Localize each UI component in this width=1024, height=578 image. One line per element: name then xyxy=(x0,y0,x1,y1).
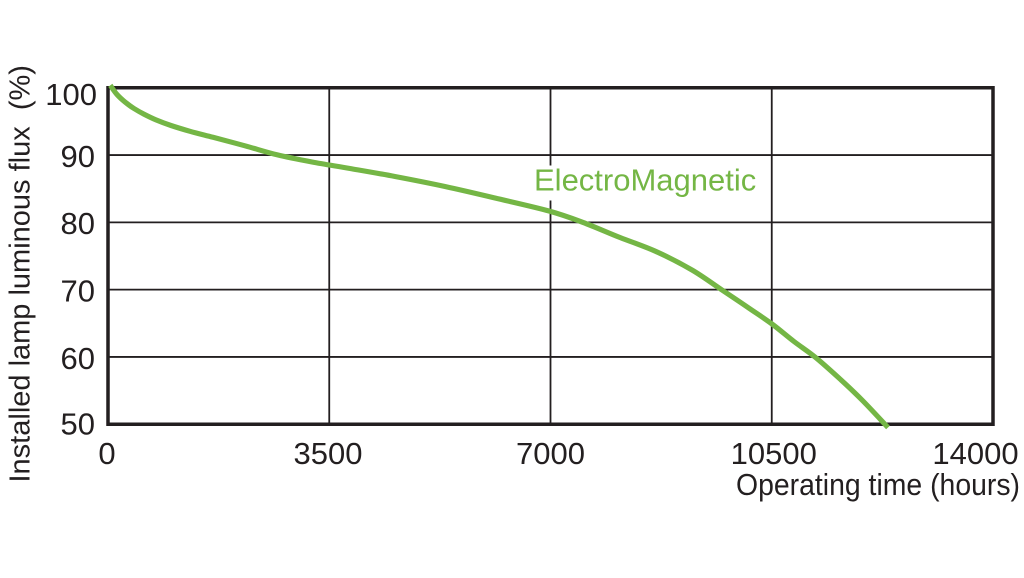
svg-text:14000: 14000 xyxy=(932,436,1018,471)
svg-text:0: 0 xyxy=(98,436,115,471)
svg-text:90: 90 xyxy=(61,139,95,174)
svg-text:10500: 10500 xyxy=(731,436,817,471)
svg-text:60: 60 xyxy=(61,341,95,376)
svg-text:ElectroMagnetic: ElectroMagnetic xyxy=(534,163,756,198)
svg-text:7000: 7000 xyxy=(516,436,585,471)
svg-text:Operating time (hours): Operating time (hours) xyxy=(736,467,1020,502)
svg-text:50: 50 xyxy=(61,407,95,442)
svg-text:3500: 3500 xyxy=(294,436,363,471)
svg-text:100: 100 xyxy=(45,77,97,112)
svg-text:70: 70 xyxy=(61,274,95,309)
svg-text:Installed lamp luminous flux: Installed lamp luminous flux (%) xyxy=(5,65,37,482)
svg-text:80: 80 xyxy=(61,206,95,241)
